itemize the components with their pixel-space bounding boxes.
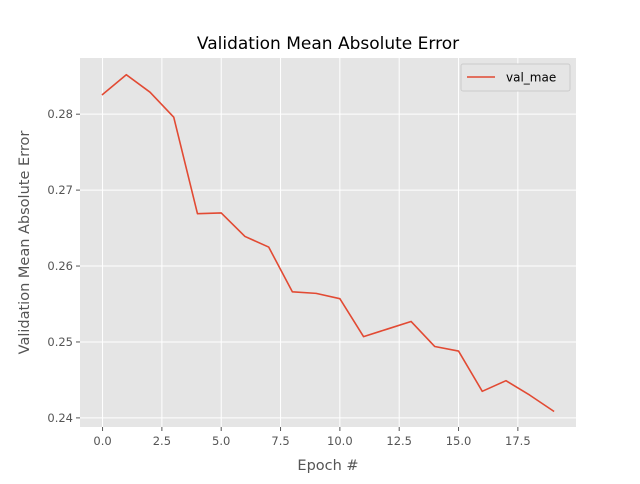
- grid-lines: [80, 58, 576, 427]
- x-tick-label: 10.0: [327, 434, 353, 448]
- y-axis-ticks: 0.24 0.25 0.26 0.27 0.28: [47, 107, 80, 425]
- chart-title: Validation Mean Absolute Error: [197, 34, 459, 54]
- x-tick-label: 17.5: [505, 434, 531, 448]
- x-tick-label: 5.0: [212, 434, 230, 448]
- y-tick-label: 0.26: [47, 259, 73, 273]
- plot-area: [80, 58, 576, 427]
- y-tick-label: 0.27: [47, 183, 73, 197]
- series-line-val-mae: [101, 73, 555, 413]
- x-tick-label: 15.0: [446, 434, 472, 448]
- y-tick-label: 0.24: [47, 411, 73, 425]
- x-axis-ticks: 0.0 2.5 5.0 7.5 10.0 12.5 15.0 17.5: [93, 427, 531, 448]
- legend-label-val-mae: val_mae: [506, 71, 556, 85]
- legend-box: [460, 63, 571, 92]
- series-layer: [101, 73, 555, 413]
- y-tick-label: 0.28: [47, 107, 73, 121]
- y-axis-label: Validation Mean Absolute Error: [17, 131, 33, 355]
- x-axis-label: Epoch #: [297, 458, 358, 474]
- x-tick-label: 0.0: [93, 434, 111, 448]
- x-tick-label: 7.5: [271, 434, 289, 448]
- y-tick-label: 0.25: [47, 335, 73, 349]
- legend: val_mae: [460, 63, 571, 92]
- x-tick-label: 12.5: [386, 434, 412, 448]
- x-tick-label: 2.5: [153, 434, 171, 448]
